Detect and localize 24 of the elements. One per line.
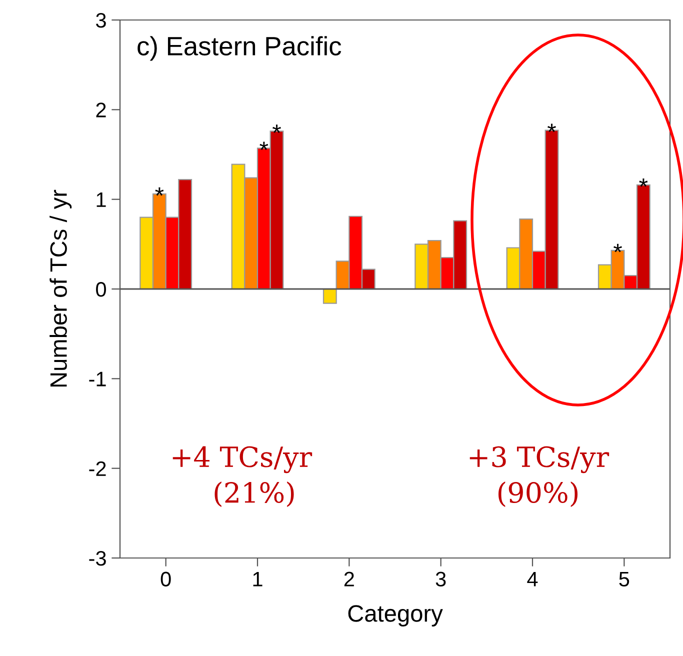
data-label: *	[155, 187, 164, 196]
x-tick-label: 4	[527, 572, 538, 586]
data-label: *	[639, 178, 648, 187]
y-tick-label: 0	[96, 282, 106, 297]
data-label: *	[548, 124, 556, 132]
annotation: +3 TCs/yr (90%)	[470, 446, 610, 507]
y-axis-title: Number of TCs / yr	[50, 190, 72, 387]
y-tick-label: 3	[96, 13, 106, 28]
data-label: *	[260, 142, 268, 150]
annotation: +4 TCs/yr (21%)	[172, 446, 312, 507]
x-tick-label: 2	[344, 572, 354, 586]
x-tick-label: 1	[253, 572, 262, 586]
y-tick-label: -3	[89, 551, 106, 566]
data-label: *	[272, 124, 281, 133]
data-label: *	[614, 244, 622, 252]
x-tick-label: 3	[436, 572, 446, 586]
y-tick-label: -1	[89, 372, 106, 386]
y-tick-label: 2	[96, 102, 106, 118]
y-tick-label: -2	[89, 461, 106, 476]
text: c) Eastern Pacific	[138, 36, 342, 61]
x-tick-label: 5	[619, 572, 630, 586]
x-tick-label: 0	[160, 572, 171, 586]
y-tick-label: 1	[96, 192, 106, 207]
x-axis-title: Category	[348, 605, 443, 627]
